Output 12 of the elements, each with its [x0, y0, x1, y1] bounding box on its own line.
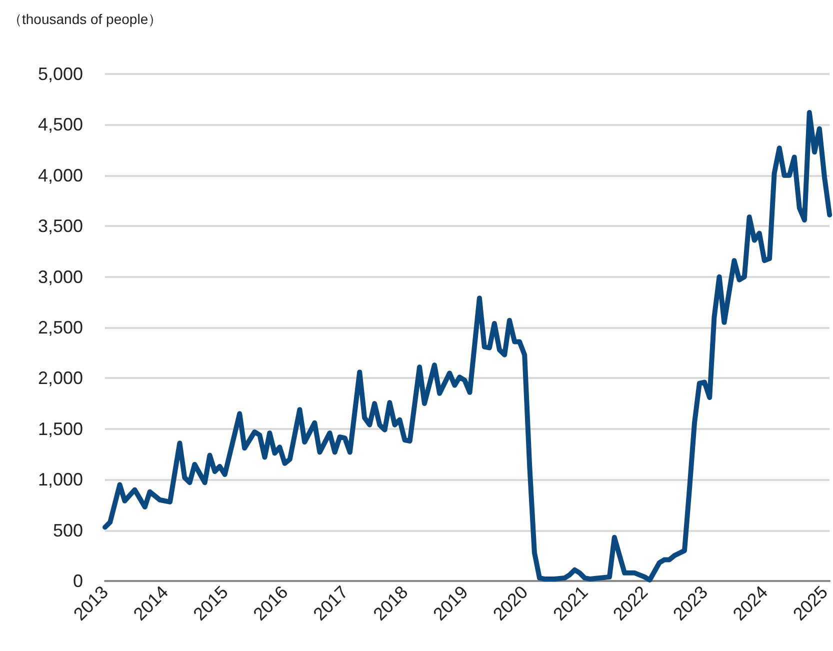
y-tick-label: 5,000	[38, 64, 83, 84]
y-tick-label: 1,500	[38, 418, 83, 439]
y-tick-label: 1,000	[38, 470, 83, 490]
y-tick-label: 2,500	[38, 318, 83, 338]
y-tick-label: 3,500	[38, 216, 83, 236]
y-axis-title: （thousands of people）	[8, 11, 162, 27]
y-tick-label: 4,000	[38, 165, 83, 186]
y-tick-label: 0	[72, 571, 83, 591]
y-tick-label: 2,000	[38, 368, 83, 388]
y-tick-label: 500	[52, 520, 83, 540]
y-tick-label: 4,500	[38, 114, 83, 135]
y-tick-label: 3,000	[38, 266, 83, 287]
